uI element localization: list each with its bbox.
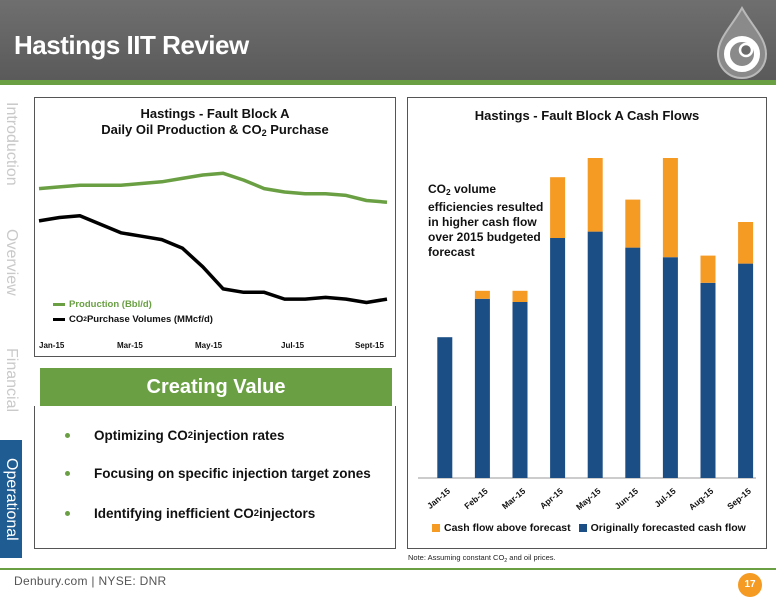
bar-x-tick-label: Aug-15 bbox=[687, 486, 716, 512]
bar-x-tick-label: Jul-15 bbox=[652, 486, 677, 510]
bar-original-forecast bbox=[437, 337, 453, 478]
bar-above-forecast bbox=[738, 222, 754, 264]
bar-x-tick-label: May-15 bbox=[574, 486, 603, 512]
legend-co2-swatch bbox=[53, 318, 65, 321]
x-tick-label: Jul-15 bbox=[281, 341, 305, 350]
tab-overview[interactable]: Overview bbox=[0, 202, 22, 323]
bar-chart-legend: Cash flow above forecast Originally fore… bbox=[432, 522, 746, 534]
bar-above-forecast bbox=[700, 255, 716, 283]
bar-chart-plot: Jan-15 Feb-15 Mar-15 Apr-15 May-15 Jun-15 Jul-… bbox=[418, 158, 756, 512]
page-title: Hastings IIT Review bbox=[14, 30, 249, 60]
chart-annotation: CO2 volume efficiencies resulted in high… bbox=[428, 182, 544, 259]
header-bar: Hastings IIT Review bbox=[0, 0, 776, 80]
x-tick-label: May-15 bbox=[195, 341, 223, 350]
header-accent-rule bbox=[0, 80, 776, 85]
bar-above-forecast bbox=[587, 158, 603, 232]
bar-original-forecast bbox=[700, 282, 716, 478]
creating-value-heading: Creating Value bbox=[40, 368, 392, 406]
legend-above-forecast-swatch bbox=[432, 524, 440, 532]
footer-rule bbox=[0, 568, 776, 570]
bullet-dot-icon bbox=[65, 511, 70, 516]
bar-x-tick-label: Jun-15 bbox=[613, 486, 641, 511]
legend-production-swatch bbox=[53, 303, 65, 306]
bar-original-forecast bbox=[474, 298, 490, 478]
x-tick-label: Mar-15 bbox=[117, 341, 143, 350]
production-line bbox=[38, 171, 388, 204]
bar-original-forecast bbox=[738, 263, 754, 478]
bar-above-forecast bbox=[550, 177, 566, 238]
legend-co2-purchase: CO 2 Purchase Volumes (MMcf/d) bbox=[53, 314, 213, 325]
footnote: Note: Assuming constant CO2 and oil pric… bbox=[408, 553, 556, 564]
production-chart-panel: Hastings - Fault Block A Daily Oil Produ… bbox=[34, 97, 396, 357]
cash-flow-chart-panel: Hastings - Fault Block A Cash Flows CO2 … bbox=[407, 97, 767, 549]
bar-above-forecast bbox=[512, 290, 528, 302]
tab-introduction[interactable]: Introduction bbox=[0, 88, 22, 201]
legend-production: Production (Bbl/d) bbox=[53, 299, 152, 310]
bar-above-forecast bbox=[662, 158, 678, 258]
bar-x-tick-label: Jan-15 bbox=[425, 486, 452, 511]
tab-operational[interactable]: Operational bbox=[0, 440, 22, 559]
section-tabs: Introduction Overview Financial Operatio… bbox=[0, 88, 22, 559]
x-tick-label: Jan-15 bbox=[39, 341, 65, 350]
bullet-item: Optimizing CO 2 injection rates bbox=[65, 428, 285, 443]
bar-above-forecast bbox=[474, 290, 490, 299]
bar-original-forecast bbox=[625, 247, 641, 478]
bar-x-tick-label: Sep-15 bbox=[725, 486, 753, 512]
bullet-item: Focusing on specific injection target zo… bbox=[65, 466, 371, 481]
bullet-dot-icon bbox=[65, 433, 70, 438]
bullet-item: Identifying inefficient CO 2 injectors bbox=[65, 506, 315, 521]
bar-x-tick-label: Feb-15 bbox=[462, 486, 490, 511]
tab-financial[interactable]: Financial bbox=[0, 324, 22, 437]
bar-x-tick-label: Mar-15 bbox=[500, 486, 528, 511]
bar-original-forecast bbox=[587, 231, 603, 478]
line-chart-plot bbox=[38, 171, 388, 305]
line-chart-title-1: Hastings - Fault Block A bbox=[140, 106, 290, 121]
bullet-dot-icon bbox=[65, 471, 70, 476]
bar-original-forecast bbox=[662, 257, 678, 478]
bar-x-tick-label: Apr-15 bbox=[538, 486, 565, 511]
x-tick-label: Sept-15 bbox=[355, 341, 384, 350]
creating-value-panel: Optimizing CO 2 injection rates Focusing … bbox=[34, 406, 396, 549]
legend-original-forecast-swatch bbox=[578, 524, 587, 532]
bar-original-forecast bbox=[512, 302, 528, 478]
line-chart-title-2: Daily Oil Production & CO2 Purchase bbox=[101, 122, 329, 138]
page-number-badge: 17 bbox=[738, 573, 762, 597]
bar-original-forecast bbox=[550, 238, 566, 478]
co2-purchase-line bbox=[38, 214, 388, 305]
footer-site: Denbury.com | NYSE: DNR bbox=[14, 574, 167, 588]
bar-chart-title: Hastings - Fault Block A Cash Flows bbox=[474, 108, 700, 123]
denbury-drop-logo-icon bbox=[716, 5, 768, 80]
bar-above-forecast bbox=[625, 199, 641, 248]
